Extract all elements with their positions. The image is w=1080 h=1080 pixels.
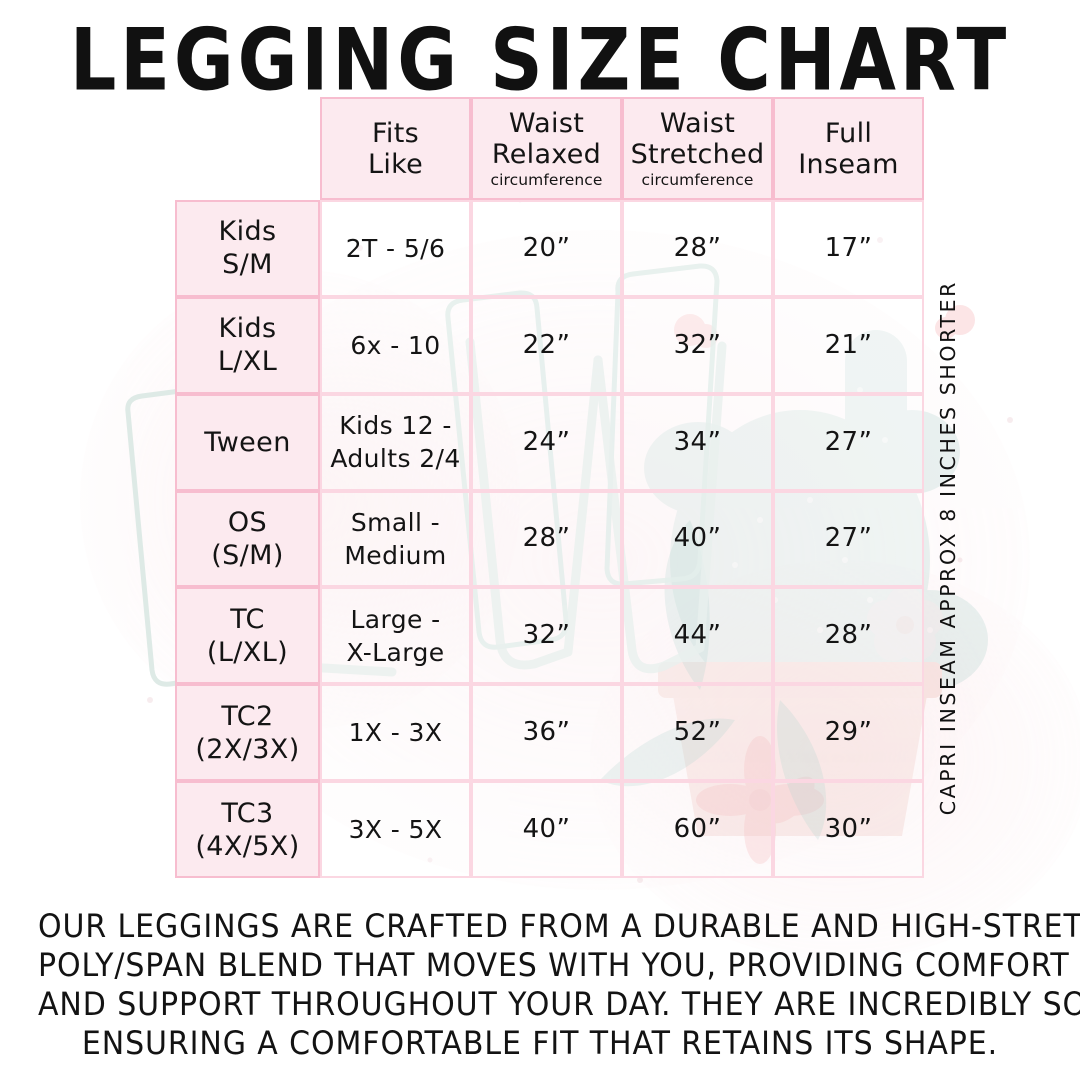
description-line-1: OUR LEGGINGS ARE CRAFTED FROM A DURABLE … (38, 908, 1080, 946)
waist-relaxed-cell: 28” (471, 490, 622, 588)
waist-relaxed-cell: 20” (471, 200, 622, 297)
size-name-cell: TC2 (2X/3X) (175, 684, 320, 782)
size-name-cell: OS (S/M) (175, 490, 320, 588)
waist-relaxed-cell: 40” (471, 781, 622, 878)
waist-relaxed-cell: 22” (471, 296, 622, 394)
fits-line-1: 3X - 5X (348, 815, 443, 845)
header-line-1: Full (824, 117, 873, 149)
header-line-1: Waist (659, 107, 736, 139)
column-header-full-inseam: Full Inseam (773, 97, 924, 200)
size-line-1: OS (227, 506, 268, 538)
size-line-2: (4X/5X) (195, 830, 300, 862)
header-line-2: Like (367, 148, 424, 180)
size-line-1: TC3 (221, 797, 274, 829)
fits-like-cell: Large - X-Large (320, 587, 471, 685)
page-title: LEGGING SIZE CHART (69, 9, 1011, 111)
table-header-row: Fits Like Waist Relaxed circumference Wa… (175, 97, 924, 200)
header-line-1: Fits (372, 117, 419, 149)
waist-relaxed-cell: 32” (471, 587, 622, 685)
waist-stretched-cell: 44” (622, 587, 773, 685)
waist-stretched-cell: 52” (622, 684, 773, 782)
capri-inseam-note-text: CAPRI INSEAM APPROX 8 INCHES SHORTER (936, 279, 960, 815)
waist-relaxed-cell: 36” (471, 684, 622, 782)
column-header-waist-stretched: Waist Stretched circumference (622, 97, 773, 200)
size-name-cell: TC3 (4X/5X) (175, 781, 320, 878)
waist-stretched-cell: 32” (622, 296, 773, 394)
table-row: Kids S/M 2T - 5/6 20” 28” 17” (175, 200, 924, 297)
size-line-2: S/M (222, 249, 273, 281)
header-line-2: Stretched (630, 138, 765, 170)
full-inseam-cell: 27” (773, 393, 924, 491)
fits-line-1: 2T - 5/6 (345, 233, 446, 263)
size-line-1: TC (230, 603, 265, 635)
size-name-cell: Kids L/XL (175, 296, 320, 394)
fits-like-cell: Small - Medium (320, 490, 471, 588)
full-inseam-cell: 28” (773, 587, 924, 685)
full-inseam-cell: 29” (773, 684, 924, 782)
description-line-2: POLY/SPAN BLEND THAT MOVES WITH YOU, PRO… (38, 946, 1070, 985)
column-header-fits-like: Fits Like (320, 97, 471, 200)
fits-like-cell: 2T - 5/6 (320, 200, 471, 297)
fits-line-2: Adults 2/4 (330, 444, 461, 474)
size-line-1: Kids (218, 313, 277, 345)
fits-line-1: 1X - 3X (348, 718, 443, 748)
header-line-2: Inseam (798, 148, 899, 180)
fits-like-cell: 1X - 3X (320, 684, 471, 782)
header-subtext: circumference (641, 170, 754, 189)
table-row: Kids L/XL 6x - 10 22” 32” 21” (175, 296, 924, 394)
full-inseam-cell: 27” (773, 490, 924, 588)
description-line-4: ENSURING A COMFORTABLE FIT THAT RETAINS … (81, 1024, 999, 1063)
header-line-1: Waist (508, 107, 585, 139)
product-description: OUR LEGGINGS ARE CRAFTED FROM A DURABLE … (38, 908, 1080, 1064)
table-row: OS (S/M) Small - Medium 28” 40” 27” (175, 490, 924, 588)
waist-stretched-cell: 34” (622, 393, 773, 491)
fits-line-1: 6x - 10 (350, 330, 441, 360)
size-name-cell: TC (L/XL) (175, 587, 320, 685)
waist-stretched-cell: 28” (622, 200, 773, 297)
fits-line-1: Small - (350, 507, 441, 537)
description-line-3: AND SUPPORT THROUGHOUT YOUR DAY. THEY AR… (38, 985, 1080, 1024)
size-line-2: (L/XL) (206, 636, 289, 668)
size-line-2: L/XL (217, 346, 278, 378)
waist-relaxed-cell: 24” (471, 393, 622, 491)
table-row: TC3 (4X/5X) 3X - 5X 40” 60” 30” (175, 781, 924, 878)
fits-line-2: Medium (344, 540, 447, 570)
fits-like-cell: 3X - 5X (320, 781, 471, 878)
full-inseam-cell: 30” (773, 781, 924, 878)
size-line-1: Kids (218, 216, 277, 248)
size-line-1: Tween (204, 426, 291, 458)
waist-stretched-cell: 40” (622, 490, 773, 588)
waist-stretched-cell: 60” (622, 781, 773, 878)
size-line-2: (S/M) (211, 539, 284, 571)
table-row: TC2 (2X/3X) 1X - 3X 36” 52” 29” (175, 684, 924, 782)
full-inseam-cell: 17” (773, 200, 924, 297)
fits-line-1: Large - (350, 604, 441, 634)
size-name-cell: Tween (175, 393, 320, 491)
header-line-2: Relaxed (491, 138, 602, 170)
size-name-cell: Kids S/M (175, 200, 320, 297)
fits-like-cell: Kids 12 - Adults 2/4 (320, 393, 471, 491)
fits-line-2: X-Large (346, 637, 445, 667)
size-line-1: TC2 (221, 700, 274, 732)
full-inseam-cell: 21” (773, 296, 924, 394)
legging-size-chart-table: Fits Like Waist Relaxed circumference Wa… (175, 97, 924, 878)
fits-like-cell: 6x - 10 (320, 296, 471, 394)
fits-line-1: Kids 12 - (339, 411, 452, 441)
table-row: Tween Kids 12 - Adults 2/4 24” 34” 27” (175, 393, 924, 491)
size-line-2: (2X/3X) (195, 733, 300, 765)
header-subtext: circumference (490, 170, 603, 189)
corner-cell (175, 97, 320, 200)
table-row: TC (L/XL) Large - X-Large 32” 44” 28” (175, 587, 924, 685)
column-header-waist-relaxed: Waist Relaxed circumference (471, 97, 622, 200)
capri-inseam-note: CAPRI INSEAM APPROX 8 INCHES SHORTER (928, 255, 968, 815)
